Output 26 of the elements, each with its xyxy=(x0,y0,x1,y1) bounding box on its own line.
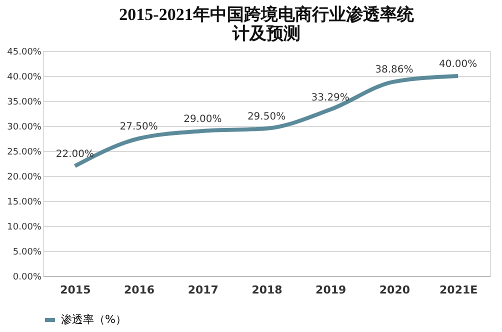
data-label: 27.50% xyxy=(120,122,158,132)
y-tick-label: 35.00% xyxy=(7,98,42,108)
x-tick-label: 2016 xyxy=(124,284,155,296)
x-tick-label: 2021E xyxy=(440,284,478,296)
y-tick-label: 15.00% xyxy=(7,198,42,208)
legend-label: 渗透率（%） xyxy=(61,313,126,326)
chart-title: 2015-2021年中国跨境电商行业渗透率统计及预测 xyxy=(119,5,415,43)
y-tick-label: 5.00% xyxy=(12,248,42,258)
data-label: 29.00% xyxy=(184,114,222,125)
x-tick-label: 2020 xyxy=(379,284,410,296)
data-label: 38.86% xyxy=(375,64,414,76)
data-label: 29.50% xyxy=(247,112,286,122)
y-tick-label: 10.00% xyxy=(7,222,42,232)
x-tick-label: 2015 xyxy=(60,284,91,296)
y-tick-label: 45.00% xyxy=(7,48,42,58)
y-tick-label: 0.00% xyxy=(12,272,42,282)
x-tick-label: 2017 xyxy=(188,284,218,296)
y-tick-label: 40.00% xyxy=(7,72,42,82)
y-tick-label: 30.00% xyxy=(7,122,42,132)
data-label: 33.29% xyxy=(311,92,350,104)
y-tick-label: 25.00% xyxy=(7,148,42,158)
x-tick-label: 2019 xyxy=(316,284,346,296)
data-label: 22.00% xyxy=(56,149,94,160)
x-tick-label: 2018 xyxy=(252,284,282,296)
data-label: 40.00% xyxy=(439,59,478,70)
y-tick-label: 20.00% xyxy=(7,172,42,182)
